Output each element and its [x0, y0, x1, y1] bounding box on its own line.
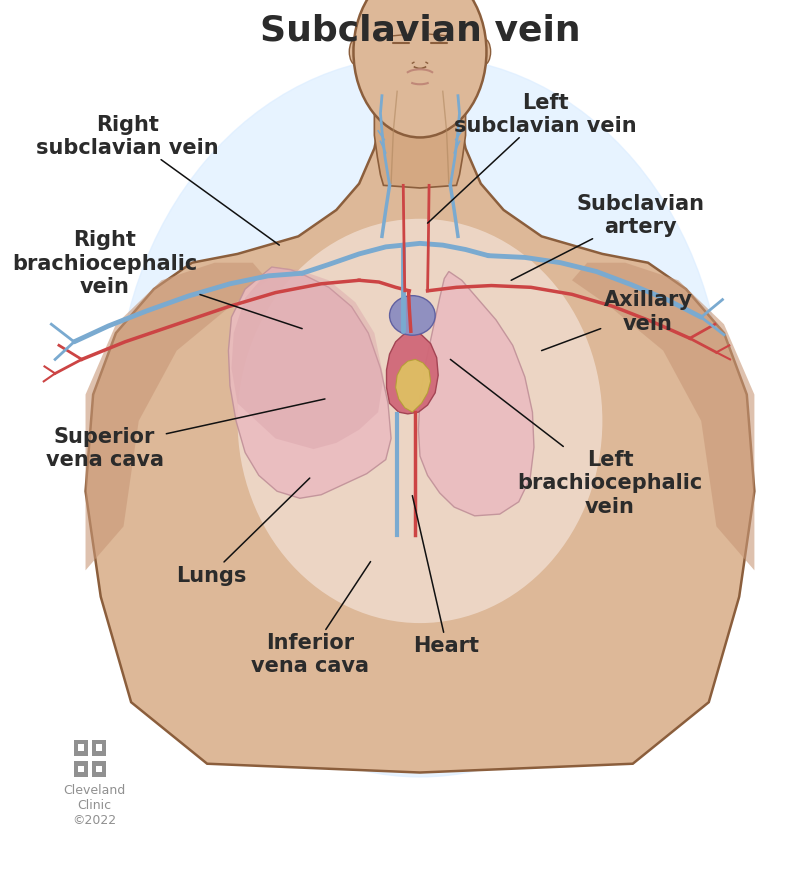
Text: Subclavian
artery: Subclavian artery: [511, 193, 704, 281]
FancyBboxPatch shape: [78, 745, 84, 752]
Polygon shape: [86, 263, 268, 571]
Ellipse shape: [354, 0, 486, 138]
Polygon shape: [231, 268, 383, 450]
Ellipse shape: [350, 40, 363, 66]
Text: Left
subclavian vein: Left subclavian vein: [427, 92, 637, 224]
FancyBboxPatch shape: [92, 761, 106, 777]
Text: Inferior
vena cava: Inferior vena cava: [250, 562, 370, 676]
Text: Lungs: Lungs: [176, 479, 310, 585]
Text: Right
brachiocephalic
vein: Right brachiocephalic vein: [12, 230, 302, 329]
Ellipse shape: [116, 57, 724, 777]
Text: Cleveland
Clinic
©2022: Cleveland Clinic ©2022: [63, 783, 126, 826]
Text: Left
brachiocephalic
vein: Left brachiocephalic vein: [450, 360, 702, 516]
Ellipse shape: [238, 220, 602, 623]
Polygon shape: [86, 79, 754, 773]
Polygon shape: [374, 92, 466, 189]
Ellipse shape: [477, 40, 490, 66]
Ellipse shape: [370, 57, 470, 127]
Text: Superior
vena cava: Superior vena cava: [46, 399, 325, 470]
FancyBboxPatch shape: [74, 740, 88, 756]
FancyBboxPatch shape: [92, 740, 106, 756]
FancyBboxPatch shape: [96, 766, 102, 773]
FancyBboxPatch shape: [78, 766, 84, 773]
Text: Axillary
vein: Axillary vein: [542, 290, 693, 351]
Polygon shape: [229, 268, 391, 499]
Polygon shape: [386, 332, 438, 414]
Text: Heart: Heart: [412, 496, 479, 655]
Polygon shape: [396, 360, 430, 413]
FancyBboxPatch shape: [96, 745, 102, 752]
Text: Subclavian vein: Subclavian vein: [260, 13, 580, 47]
Polygon shape: [418, 272, 534, 516]
Polygon shape: [572, 263, 754, 571]
FancyBboxPatch shape: [74, 761, 88, 777]
Text: Right
subclavian vein: Right subclavian vein: [36, 114, 279, 246]
Ellipse shape: [390, 296, 435, 336]
